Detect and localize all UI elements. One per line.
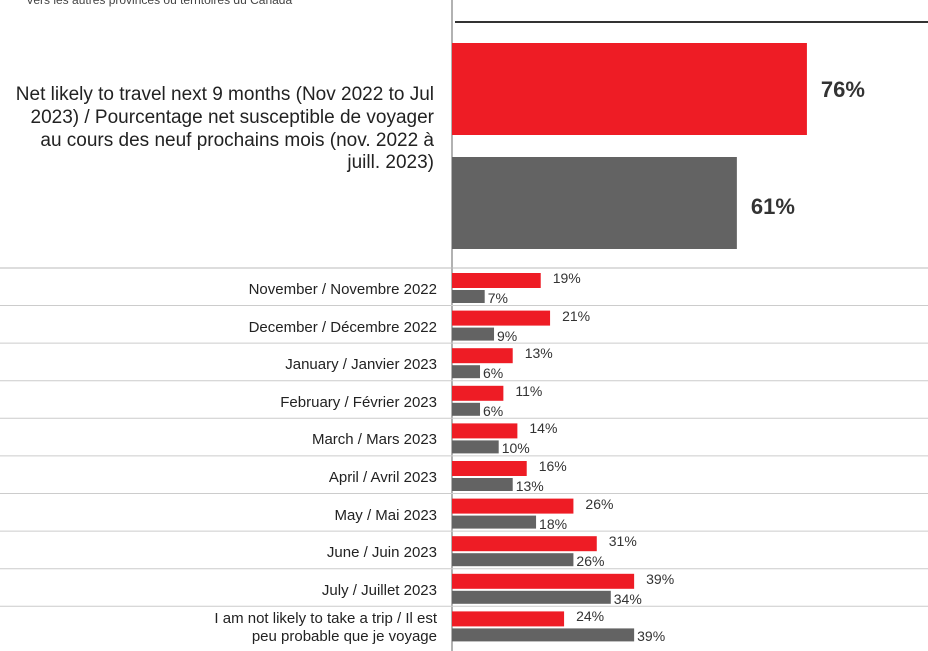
value-label: 9% [497, 327, 518, 344]
value-label: 11% [515, 382, 543, 399]
bar [452, 536, 597, 552]
value-label: 39% [637, 628, 666, 645]
category-label: January / Janvier 2023 [285, 356, 437, 374]
bar [452, 590, 611, 604]
category-label: November / Novembre 2022 [248, 281, 437, 298]
value-label: 34% [613, 590, 642, 607]
bar [452, 611, 565, 627]
category-label: May / Mai 2023 [334, 506, 437, 524]
category-label: December / Décembre 2022 [248, 318, 437, 336]
value-label: 7% [487, 290, 508, 306]
bar [452, 573, 635, 589]
value-label: 24% [576, 608, 605, 625]
bar [452, 273, 541, 288]
category-label: April / Avril 2023 [328, 469, 437, 486]
value-label: 13% [524, 345, 553, 362]
value-label: 26% [585, 495, 614, 512]
category-label: February / Février 2023 [280, 393, 437, 411]
bar [452, 461, 527, 476]
bar [452, 553, 574, 567]
value-label: 6% [483, 365, 504, 382]
bar [452, 310, 551, 326]
bar [452, 423, 518, 439]
bar [452, 43, 807, 135]
bar [452, 365, 481, 379]
legend-label: Vers les autres provinces ou territoires… [26, 0, 293, 7]
bar [452, 327, 495, 341]
bar [452, 348, 513, 364]
bar [452, 385, 504, 401]
bar [452, 515, 537, 529]
value-label: 16% [538, 458, 567, 474]
value-label: 10% [501, 440, 530, 457]
bar [452, 402, 481, 416]
value-label: 26% [576, 553, 605, 570]
bar [452, 478, 513, 491]
value-label: 31% [608, 533, 637, 550]
bar [452, 498, 574, 514]
category-label: March / Mars 2023 [311, 431, 437, 449]
value-label: 18% [539, 515, 568, 532]
bar [452, 290, 485, 303]
category-label: I am not likely to take a trip / Il est … [214, 610, 437, 646]
value-label: 39% [646, 570, 675, 587]
category-label: June / Juin 2023 [326, 544, 437, 562]
value-label: 14% [529, 420, 558, 437]
value-label: 6% [483, 402, 504, 419]
value-label: 76% [820, 77, 865, 102]
category-label: July / Juillet 2023 [321, 581, 437, 599]
value-label: 19% [552, 270, 581, 286]
bar [452, 440, 499, 454]
value-label: 61% [750, 194, 795, 219]
bar [452, 628, 635, 642]
bar [452, 157, 737, 249]
value-label: 13% [515, 478, 544, 494]
value-label: 21% [562, 307, 591, 324]
category-label: Net likely to travel next 9 months (Nov … [15, 84, 434, 174]
